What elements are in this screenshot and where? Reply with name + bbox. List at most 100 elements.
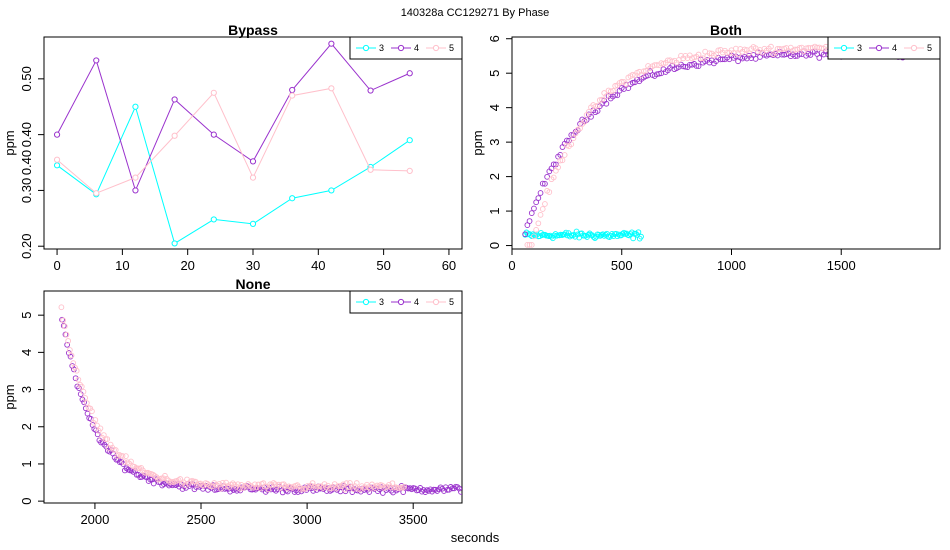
both-series-5-point (537, 212, 544, 218)
bypass-xtick-label: 60 (442, 258, 456, 273)
none-series-5-point (218, 485, 224, 492)
bypass-legend-label-3: 3 (379, 43, 384, 53)
none-series-5-point (112, 447, 119, 453)
none-series-5-point (274, 483, 280, 490)
none-xtick-label: 3500 (399, 512, 428, 527)
both-legend-key-marker-3 (840, 44, 848, 52)
both-series-5-point (550, 174, 557, 181)
both-series-3-point (630, 235, 637, 242)
none-series-5-point (190, 478, 197, 485)
both-series-5-point (697, 55, 704, 62)
none-series-5-point (78, 383, 85, 390)
bypass-xtick-label: 40 (311, 258, 325, 273)
none-series-4-point (458, 489, 462, 495)
none-legend-label-3: 3 (379, 297, 384, 307)
both-legend: 3 4 5 (827, 36, 941, 60)
bypass-series-4-point (249, 158, 257, 165)
both-series-4-point (537, 190, 544, 196)
both-series-5-point (535, 220, 542, 227)
both-series-3-point (548, 233, 555, 240)
both-series-5-point (531, 233, 537, 240)
none-series-5-point (262, 483, 268, 490)
both-series-4-point (693, 63, 700, 69)
both-data-layer (522, 40, 928, 248)
bypass-series-5-point (53, 156, 61, 163)
none-series-5-point (131, 463, 138, 470)
none-series-5-point (177, 476, 184, 482)
bypass-series-3-point (210, 216, 217, 223)
none-series-5-point (340, 481, 347, 488)
none-title: None (236, 276, 271, 292)
both-series-5-point (724, 49, 730, 56)
bypass-series-3-point (249, 220, 257, 227)
none-series-5-point (357, 486, 364, 493)
both-title: Both (710, 22, 742, 38)
both-legend-key-marker-5 (910, 44, 918, 52)
bypass-series-3-point (289, 195, 296, 202)
none-series-5-point (325, 482, 331, 489)
none-series-5-point (294, 482, 301, 489)
bypass-plot-frame (43, 36, 463, 250)
both-series-4-point (542, 180, 548, 187)
none-series-4-point (456, 485, 462, 492)
bypass-series-4-line (56, 42, 410, 192)
bypass-series-4-point (93, 57, 100, 64)
none-series-5-point (353, 480, 360, 486)
none-xtick-label: 3000 (293, 512, 322, 527)
both-series-4-point (528, 210, 535, 216)
bypass-legend-label-4: 4 (414, 43, 419, 53)
bypass-data-layer (53, 40, 413, 247)
both-series-5-point (700, 55, 706, 62)
both-ytick-label: 6 (487, 35, 502, 42)
none-series-4-point (64, 341, 70, 348)
none-series-5-point (92, 417, 99, 423)
both-series-4-point (594, 108, 601, 114)
none-series-4-point (94, 431, 101, 438)
both-legend-label-4: 4 (892, 43, 897, 53)
bypass-series-3-point (328, 187, 335, 194)
bypass-series-4-point (171, 96, 178, 103)
both-series-5-point (594, 102, 601, 109)
both-ytick-label: 5 (487, 70, 502, 77)
both-legend-label-5: 5 (927, 43, 932, 53)
none-series-5-point (162, 472, 168, 479)
bypass-series-5-line (56, 87, 410, 194)
both-series-4-point (614, 92, 621, 99)
bypass-legend-key-marker-3 (362, 44, 370, 52)
none-series-5-point (252, 481, 258, 488)
none-ytick-label: 3 (19, 386, 34, 393)
none-series-5-point (107, 441, 114, 448)
none-series-5-point (68, 352, 75, 359)
bypass-title: Bypass (228, 22, 278, 38)
none-series-5-point (63, 331, 70, 338)
both-legend-key-marker-4 (875, 44, 883, 52)
both-series-4-point (544, 173, 550, 180)
none-series-5-point (231, 482, 238, 488)
both-series-3-point (628, 229, 635, 236)
both-series-4-point (539, 180, 546, 187)
both-series-4-point (792, 53, 798, 59)
both-ytick-label: 2 (487, 173, 502, 180)
none-series-4-point (425, 488, 432, 494)
none-series-5-point (229, 480, 236, 487)
none-series-4-point (67, 353, 74, 360)
none-legend-key-marker-3 (362, 298, 370, 306)
none-series-5-point (128, 458, 134, 465)
both-series-4-point (656, 70, 662, 77)
none-series-4-point (419, 488, 425, 495)
both-series-3-point (635, 229, 642, 236)
none-series-5-point (260, 480, 267, 486)
none-ytick-label: 4 (19, 349, 34, 356)
none-series-4-point (84, 410, 91, 417)
both-series-4-point (695, 63, 702, 70)
none-series-5-point (121, 459, 128, 465)
both-xtick-label: 0 (508, 258, 515, 273)
both-series-5-point (715, 47, 722, 54)
none-series-5-point (321, 481, 328, 487)
bypass-series-5 (53, 85, 413, 197)
bypass-series-4-point (406, 70, 413, 77)
none-series-5-point (326, 485, 333, 492)
none-series-5-point (223, 479, 229, 486)
bypass-series-4-point (53, 131, 61, 138)
none-series-4-point (454, 484, 461, 490)
